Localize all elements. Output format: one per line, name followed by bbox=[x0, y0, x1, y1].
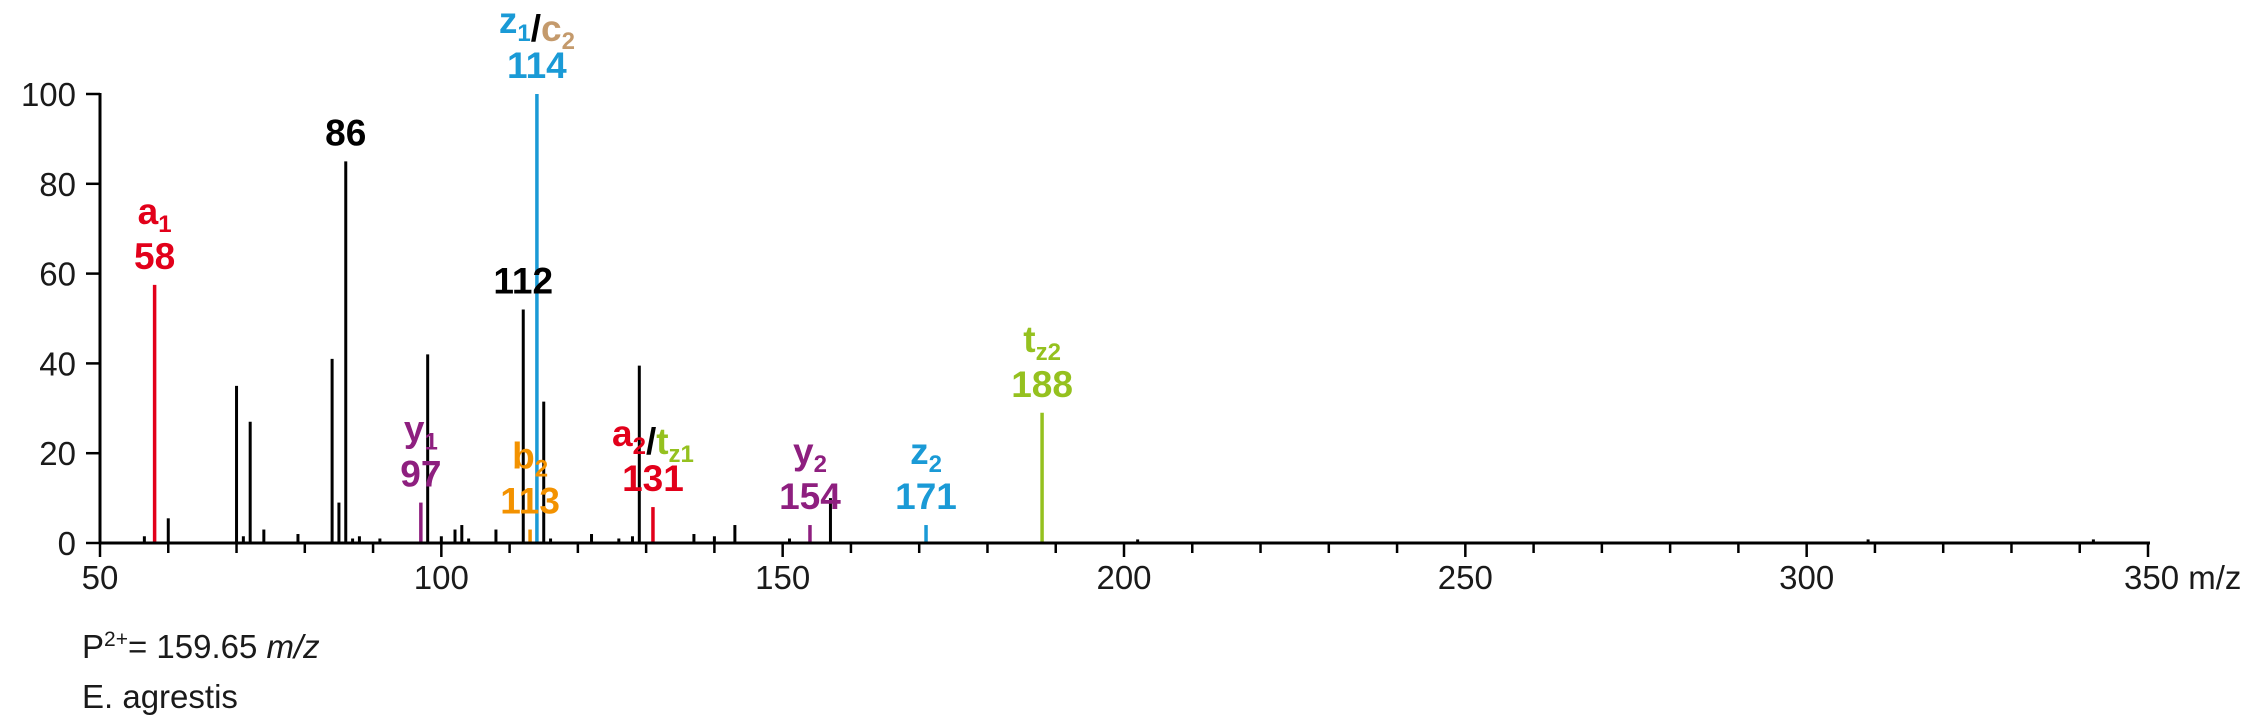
annotation-value-113: 113 bbox=[500, 481, 560, 522]
y-tick-label-0: 0 bbox=[58, 525, 76, 562]
annotation-value-171: 171 bbox=[895, 476, 957, 517]
x-tick-label-250: 250 bbox=[1438, 559, 1493, 596]
axes-layer: 50 100 150 200 250 300 350 m/z 0 20 40 60 80 100 bbox=[21, 76, 2241, 596]
annotation-ion-154: y2 bbox=[793, 431, 827, 478]
annotation-value-112: 112 bbox=[493, 261, 553, 302]
y-tick-label-40: 40 bbox=[39, 345, 76, 382]
annotation-ion-113: b2 bbox=[512, 436, 548, 483]
annotation-ion-114: z1/c2 bbox=[499, 0, 575, 55]
x-tick-label-350: 350 m/z bbox=[2124, 559, 2241, 596]
x-tick-label-200: 200 bbox=[1096, 559, 1151, 596]
annotation-86: 86 bbox=[325, 112, 366, 153]
precursor-charge: 2+ bbox=[104, 628, 128, 651]
annotation-ion-188: tz2 bbox=[1023, 319, 1061, 366]
y-tick-label-60: 60 bbox=[39, 256, 76, 293]
annotation-value-58: 58 bbox=[134, 236, 175, 277]
precursor-info: P2+= 159.65 m/z bbox=[82, 628, 320, 666]
precursor-prefix: P bbox=[82, 628, 105, 665]
x-tick-label-300: 300 bbox=[1779, 559, 1834, 596]
annotation-value-188: 188 bbox=[1011, 364, 1073, 405]
x-tick-label-50: 50 bbox=[82, 559, 119, 596]
annotation-ion-171: z2 bbox=[910, 431, 942, 478]
x-tick-label-100: 100 bbox=[414, 559, 469, 596]
annotation-112: 112 bbox=[493, 261, 553, 302]
species-label: E. agrestis bbox=[82, 678, 238, 715]
annotation-ion-58: a1 bbox=[138, 191, 172, 238]
x-tick-label-150: 150 bbox=[755, 559, 810, 596]
annotation-ion-131: a2/tz1 bbox=[612, 413, 694, 468]
precursor-value: = 159.65 bbox=[127, 628, 267, 665]
y-tick-label-100: 100 bbox=[21, 76, 76, 113]
y-tick-label-80: 80 bbox=[39, 166, 76, 203]
precursor-unit: m/z bbox=[266, 628, 320, 665]
annotation-ion-97: y1 bbox=[404, 409, 438, 456]
annotation-value-97: 97 bbox=[400, 454, 441, 495]
y-tick-label-20: 20 bbox=[39, 435, 76, 472]
annotation-value-86: 86 bbox=[325, 112, 366, 153]
annotation-value-154: 154 bbox=[779, 476, 841, 517]
peaks-layer bbox=[142, 94, 2095, 543]
annotation-value-114: 114 bbox=[507, 45, 567, 86]
annotation-value-131: 131 bbox=[622, 458, 684, 499]
